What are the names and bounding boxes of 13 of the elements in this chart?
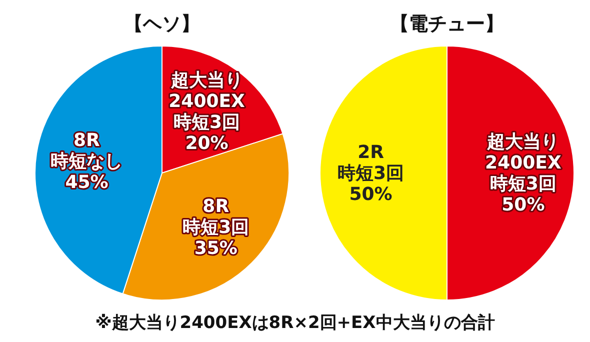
slice-label: 超大当り 2400EX 時短3回 xyxy=(168,70,246,133)
chart-title: 【ヘソ】 xyxy=(124,13,200,35)
text: ※超大当り2400EXは8R×2回+EX中大当りの合計 xyxy=(95,313,495,333)
chart-title: 【電チュー】 xyxy=(390,13,504,35)
data-label: 20% xyxy=(185,132,228,154)
data-label: 50% xyxy=(502,194,545,216)
data-label: 45% xyxy=(65,172,108,194)
slice-label: 8R 時短3回 xyxy=(182,196,250,238)
data-label: 50% xyxy=(349,184,392,205)
slice-label: 超大当り 2400EX 時短3回 xyxy=(485,132,562,194)
slice-label: 8R 時短なし xyxy=(50,130,123,172)
data-label: 35% xyxy=(194,238,238,259)
slice-label: 2R 時短3回 xyxy=(338,142,404,184)
